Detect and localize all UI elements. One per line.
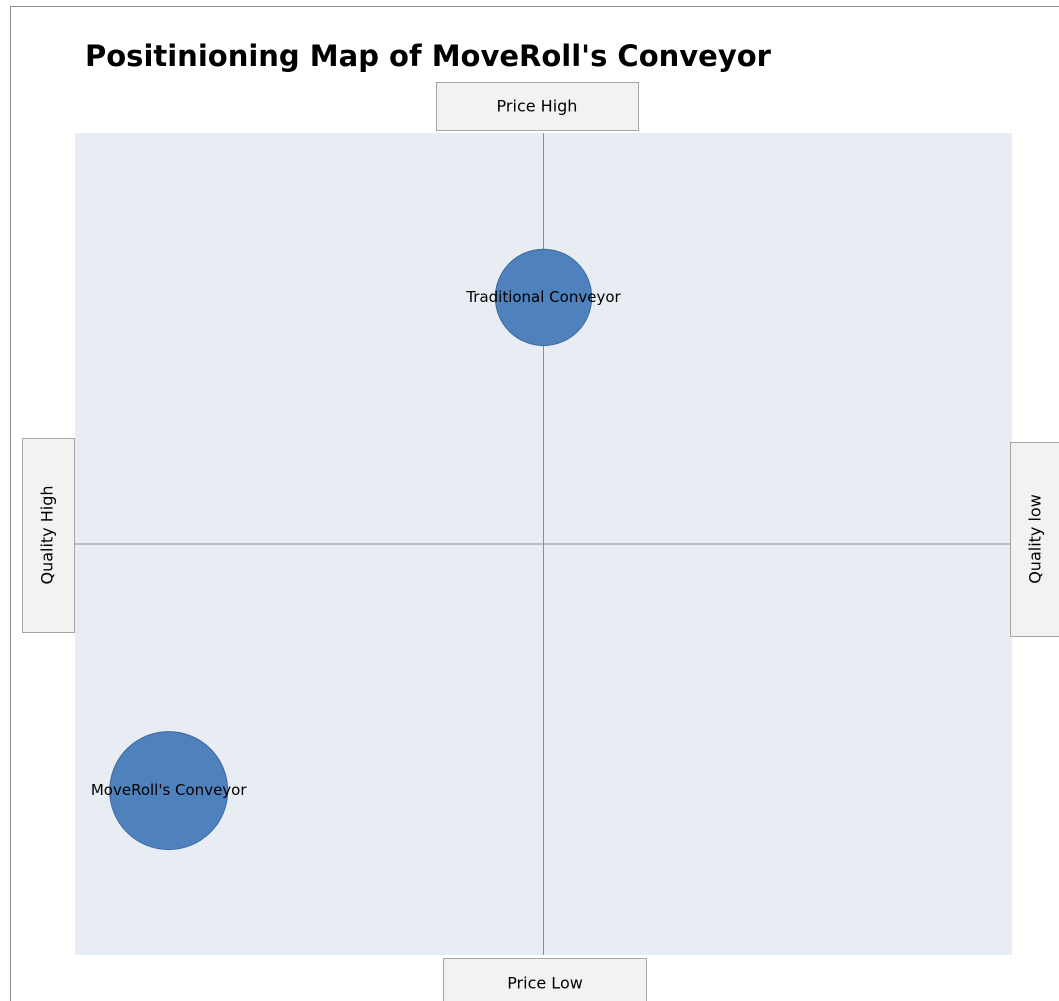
- chart-title: Positinioning Map of MoveRoll's Conveyor: [85, 39, 772, 73]
- bubble: [109, 731, 229, 851]
- bubble-label: Traditional Conveyor: [465, 288, 621, 306]
- axis-label-top: Price High: [497, 97, 578, 116]
- label-box: [1010, 442, 1059, 637]
- label-box: [443, 958, 647, 1001]
- bubble: [494, 248, 593, 347]
- bubble-label: MoveRoll's Conveyor: [91, 781, 248, 799]
- axis-label-bottom: Price Low: [507, 974, 583, 993]
- axis-label-right: Quality low: [1026, 494, 1045, 584]
- label-box: [436, 82, 639, 131]
- axis-label-left: Quality High: [38, 485, 57, 584]
- label-box: [22, 438, 75, 633]
